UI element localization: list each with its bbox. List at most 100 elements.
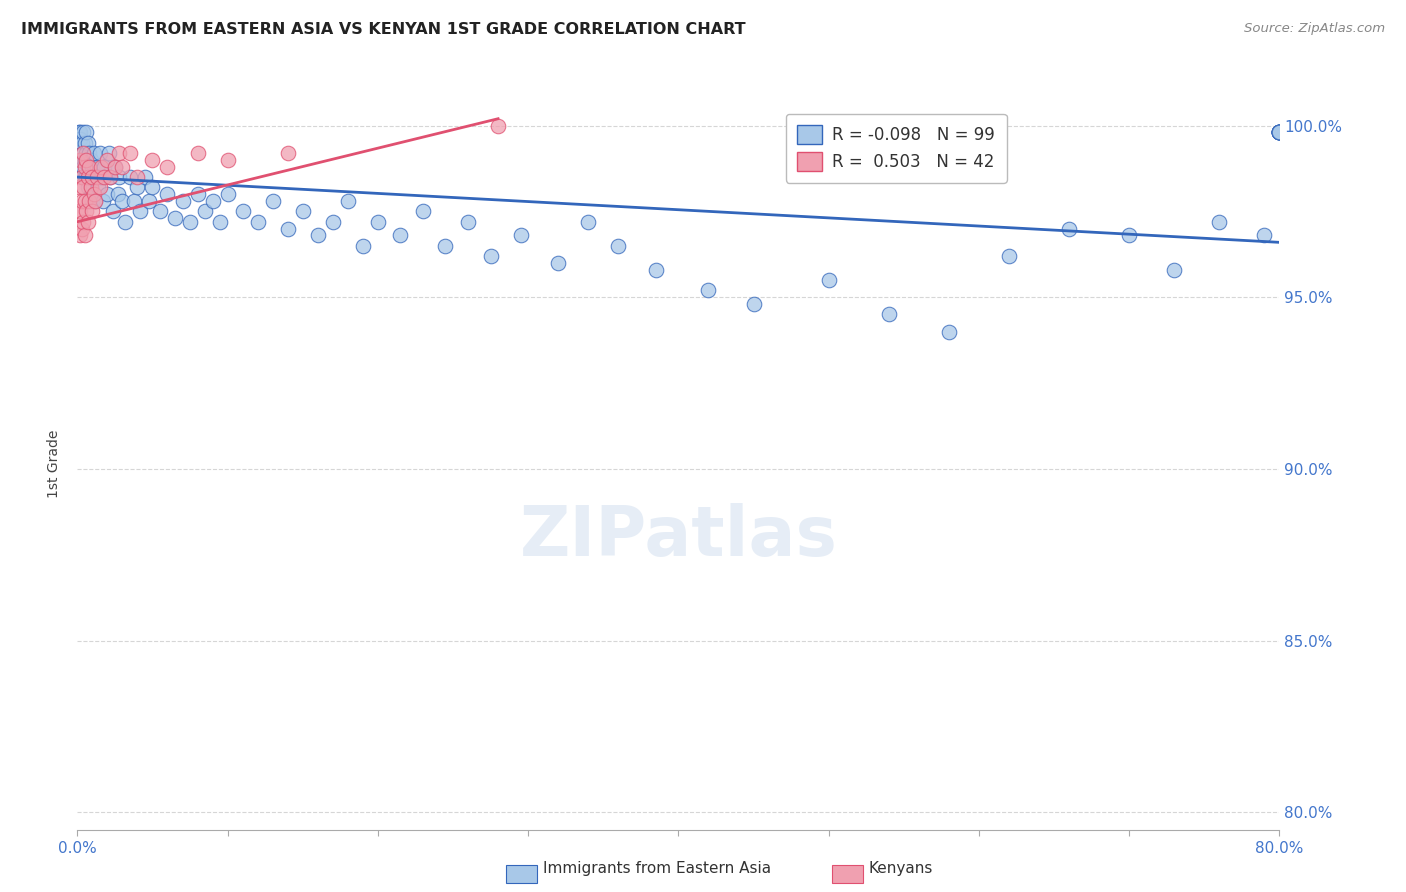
Point [69, 204, 91, 219]
Point [84, 194, 107, 208]
Point [70, 194, 93, 208]
Point [84, 194, 107, 208]
Point [107, 187, 129, 202]
Point [76, 136, 98, 150]
Point [697, 284, 720, 298]
Point [90, 160, 112, 174]
Point [389, 228, 412, 243]
Point [97, 146, 120, 161]
Point [82, 194, 104, 208]
Point [114, 215, 136, 229]
Point [89, 146, 111, 161]
Point [118, 170, 141, 185]
Point [1268, 125, 1291, 139]
Point [69, 125, 91, 139]
Point [72, 146, 94, 161]
Point [83, 146, 105, 161]
Point [73, 153, 96, 167]
Point [80, 153, 103, 167]
Point [138, 194, 160, 208]
Point [201, 194, 224, 208]
Point [84, 170, 107, 185]
Text: IMMIGRANTS FROM EASTERN ASIA VS KENYAN 1ST GRADE CORRELATION CHART: IMMIGRANTS FROM EASTERN ASIA VS KENYAN 1… [21, 22, 745, 37]
Point [1118, 228, 1140, 243]
Point [217, 153, 239, 167]
Point [576, 215, 599, 229]
Point [76, 215, 98, 229]
Point [141, 153, 163, 167]
Point [124, 194, 146, 208]
Point [79, 160, 101, 174]
Point [187, 146, 209, 161]
Point [73, 194, 96, 208]
Point [96, 153, 118, 167]
Point [75, 170, 97, 185]
Point [1163, 262, 1185, 277]
Point [72, 146, 94, 161]
Point [82, 160, 104, 174]
Point [76, 170, 98, 185]
Point [69, 228, 91, 243]
Point [479, 249, 502, 263]
Point [217, 187, 239, 202]
Point [70, 136, 93, 150]
Point [509, 228, 531, 243]
Point [156, 160, 179, 174]
Point [79, 146, 101, 161]
Point [194, 204, 217, 219]
Text: Immigrants from Eastern Asia: Immigrants from Eastern Asia [543, 861, 770, 876]
Point [486, 119, 509, 133]
Point [434, 239, 457, 253]
Point [127, 180, 149, 194]
Point [82, 170, 104, 185]
Point [209, 215, 232, 229]
Point [1253, 228, 1275, 243]
Point [100, 170, 122, 185]
Point [291, 204, 314, 219]
Point [103, 204, 125, 219]
Point [73, 136, 96, 150]
Point [877, 308, 900, 322]
Point [172, 194, 194, 208]
Point [86, 170, 108, 185]
Point [149, 204, 172, 219]
Point [1057, 221, 1080, 235]
Point [1268, 125, 1291, 139]
Point [76, 160, 98, 174]
Point [607, 239, 630, 253]
Point [104, 160, 127, 174]
Point [322, 215, 344, 229]
Point [67, 125, 90, 139]
Point [72, 160, 94, 174]
Point [108, 146, 131, 161]
Point [69, 153, 91, 167]
Point [75, 125, 97, 139]
Point [1268, 125, 1291, 139]
Point [412, 204, 434, 219]
Point [742, 297, 765, 311]
Point [1208, 215, 1230, 229]
Point [75, 153, 97, 167]
Point [70, 221, 93, 235]
Point [73, 228, 96, 243]
Point [336, 194, 359, 208]
Point [76, 180, 98, 194]
Point [70, 170, 93, 185]
Point [1268, 125, 1291, 139]
Point [129, 204, 152, 219]
Point [86, 160, 108, 174]
Point [111, 160, 134, 174]
Point [67, 180, 90, 194]
Point [72, 180, 94, 194]
Point [91, 194, 114, 208]
Point [82, 204, 104, 219]
Point [644, 262, 666, 277]
Point [141, 180, 163, 194]
Point [163, 211, 186, 226]
Point [817, 273, 839, 287]
Point [1268, 125, 1291, 139]
Point [367, 215, 389, 229]
Point [70, 170, 93, 185]
Point [1268, 125, 1291, 139]
Point [93, 160, 115, 174]
